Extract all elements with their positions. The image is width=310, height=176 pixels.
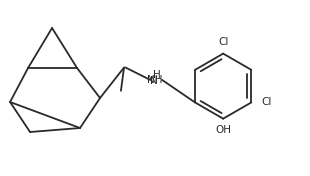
Text: Cl: Cl [261,97,272,107]
Text: OH: OH [215,125,231,136]
Text: N: N [150,77,157,86]
Text: NH: NH [147,75,163,85]
Text: Cl: Cl [218,37,228,47]
Text: H: H [153,70,160,80]
